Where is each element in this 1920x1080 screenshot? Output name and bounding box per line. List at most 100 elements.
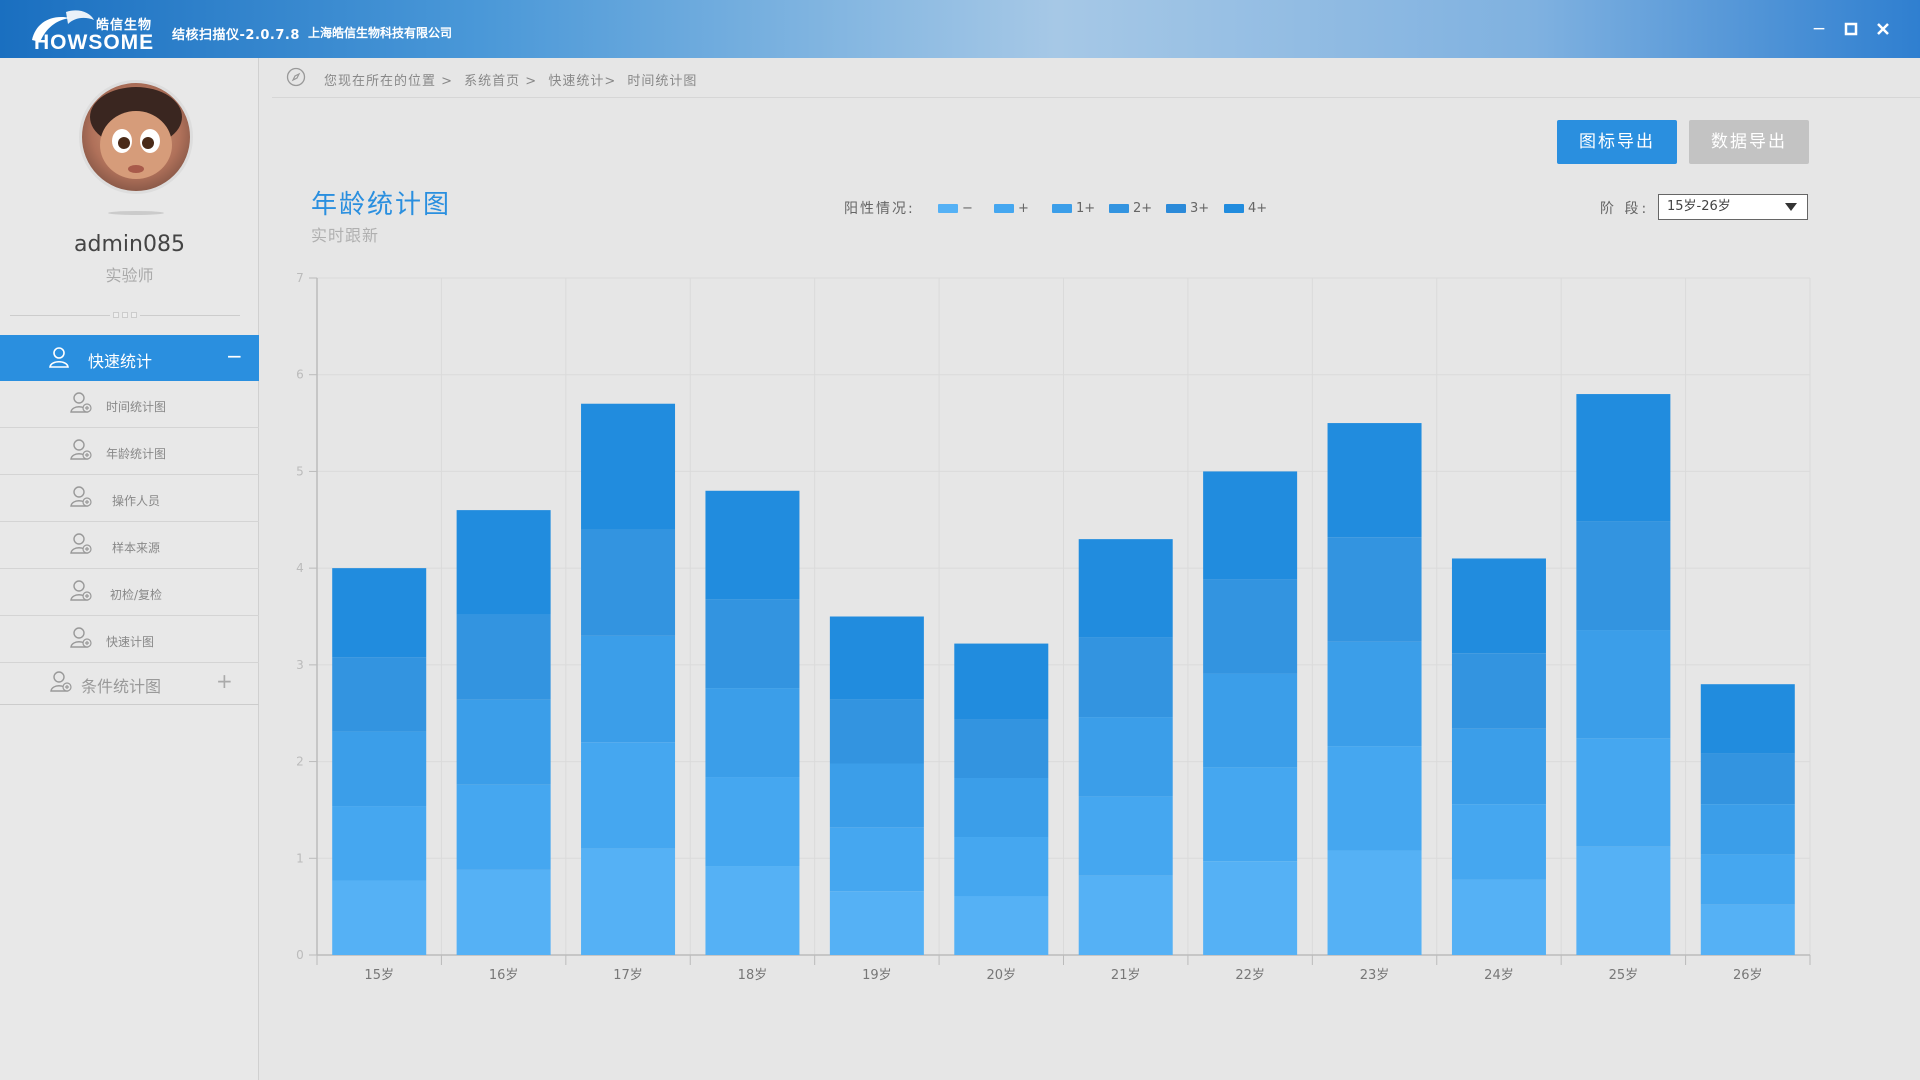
bar-segment[interactable] [954,837,1049,897]
legend-item[interactable]: + [994,201,1029,216]
sidebar-item-time-chart[interactable]: 时间统计图 [0,381,259,428]
export-chart-button[interactable]: 图标导出 [1557,120,1677,164]
bar-segment[interactable] [1451,804,1546,880]
bar-segment[interactable] [1700,684,1795,754]
bar-segment[interactable] [1078,637,1173,718]
bar-segment[interactable] [1576,394,1671,522]
legend-item[interactable]: 2+ [1109,201,1152,216]
bar-segment[interactable] [1700,804,1795,855]
maximize-button[interactable] [1840,18,1862,40]
bar-segment[interactable] [1327,746,1422,851]
bar-segment[interactable] [581,403,676,530]
brand-logo: 皓信生物 HOWSOME [26,4,162,54]
bar-segment[interactable] [1576,630,1671,739]
bar-segment[interactable] [829,763,924,828]
bar-segment[interactable] [1078,875,1173,955]
bar-segment[interactable] [829,699,924,764]
bar-segment[interactable] [1203,767,1298,862]
bar-segment[interactable] [954,643,1049,720]
bar-segment[interactable] [954,778,1049,838]
bar-segment[interactable] [1327,641,1422,747]
bar-segment[interactable] [1451,728,1546,805]
bar-segment[interactable] [705,777,800,867]
breadcrumb-home-link[interactable]: 系统首页 > [464,74,538,89]
bar-segment[interactable] [1700,904,1795,955]
legend-item[interactable]: 1+ [1052,201,1095,216]
bar-segment[interactable] [829,616,924,700]
sidebar-item-quick-chart[interactable]: 快速计图 [0,616,259,663]
collapse-toggle[interactable]: − [226,344,243,368]
bar-segment[interactable] [705,599,800,689]
bar-segment[interactable] [1203,579,1298,674]
breadcrumb-level2-link[interactable]: 快速统计> [548,74,617,89]
bar-segment[interactable] [1576,738,1671,847]
avatar[interactable] [79,80,193,194]
bar-segment[interactable] [705,490,800,600]
stage-label: 阶 段: [1600,201,1650,217]
user-add-icon [70,627,92,648]
bar-segment[interactable] [1700,854,1795,905]
bar-segment[interactable] [1700,753,1795,805]
sidebar-item-label: 时间统计图 [106,400,167,414]
age-stacked-bar-chart: 0 1 2 3 4 5 6 7 15岁 16岁 17岁 18岁 19岁 20岁 21岁 22岁 23岁 24岁 25… [296,271,1811,983]
bar-segment[interactable] [332,806,427,881]
bar-segment[interactable] [581,848,676,955]
bar-segment[interactable] [1576,521,1671,631]
close-button[interactable] [1872,18,1894,40]
stage-select[interactable]: 15岁-26岁 [1658,194,1808,220]
bar-segment[interactable] [829,891,924,955]
bar-segment[interactable] [456,784,551,870]
bar-segment[interactable] [332,568,427,658]
bar-segment[interactable] [456,510,551,615]
minimize-button[interactable]: − [1811,19,1827,39]
bar-segment[interactable] [1078,796,1173,876]
bar-segment[interactable] [1203,861,1298,955]
chart-subtitle: 实时跟新 [311,226,380,245]
bar-segment[interactable] [1327,423,1422,538]
bar-segment[interactable] [456,699,551,785]
bar-segment[interactable] [332,880,427,955]
bar-segment[interactable] [954,896,1049,955]
menu-quick-stats[interactable]: 快速统计 − [0,335,259,381]
sidebar-item-operators[interactable]: 操作人员 [0,475,259,522]
x-tick-label: 15岁 [364,968,394,983]
bar-segment[interactable] [1203,471,1298,580]
bar-segment[interactable] [1078,717,1173,797]
x-tick-label: 16岁 [489,968,519,983]
bar-segment[interactable] [705,688,800,778]
export-data-button[interactable]: 数据导出 [1689,120,1809,164]
sidebar-item-initial-recheck[interactable]: 初检/复检 [0,569,259,616]
y-tick-label: 2 [296,755,304,769]
bar-segment[interactable] [1451,879,1546,955]
bar-segment[interactable] [954,719,1049,779]
bar-segment[interactable] [581,529,676,636]
bar-segment[interactable] [1203,673,1298,768]
legend-item[interactable]: 3+ [1166,201,1209,216]
y-tick-label: 4 [296,561,304,575]
expand-toggle[interactable]: + [216,669,233,693]
chevron-down-icon [1785,203,1797,211]
user-add-icon [70,533,92,554]
bar-segment[interactable] [829,827,924,892]
bar-segment[interactable] [705,866,800,955]
user-add-icon [70,439,92,460]
sidebar-item-age-chart[interactable]: 年龄统计图 [0,428,259,475]
bar-segment[interactable] [1327,850,1422,955]
legend-item[interactable]: 4+ [1224,201,1267,216]
y-tick-label: 1 [296,851,304,865]
avatar-shadow [108,211,164,215]
bar-segment[interactable] [456,869,551,955]
bar-segment[interactable] [332,657,427,732]
bar-segment[interactable] [1327,537,1422,642]
sidebar-item-sample-source[interactable]: 样本来源 [0,522,259,569]
menu-condition-stats[interactable]: 条件统计图 + [0,659,259,705]
bar-segment[interactable] [1451,653,1546,729]
bar-segment[interactable] [1078,539,1173,638]
bar-segment[interactable] [1576,846,1671,955]
bar-segment[interactable] [332,731,427,807]
bar-segment[interactable] [581,742,676,849]
bar-segment[interactable] [1451,558,1546,654]
bar-segment[interactable] [581,635,676,743]
bar-segment[interactable] [456,614,551,700]
legend-item[interactable]: − [938,201,973,216]
